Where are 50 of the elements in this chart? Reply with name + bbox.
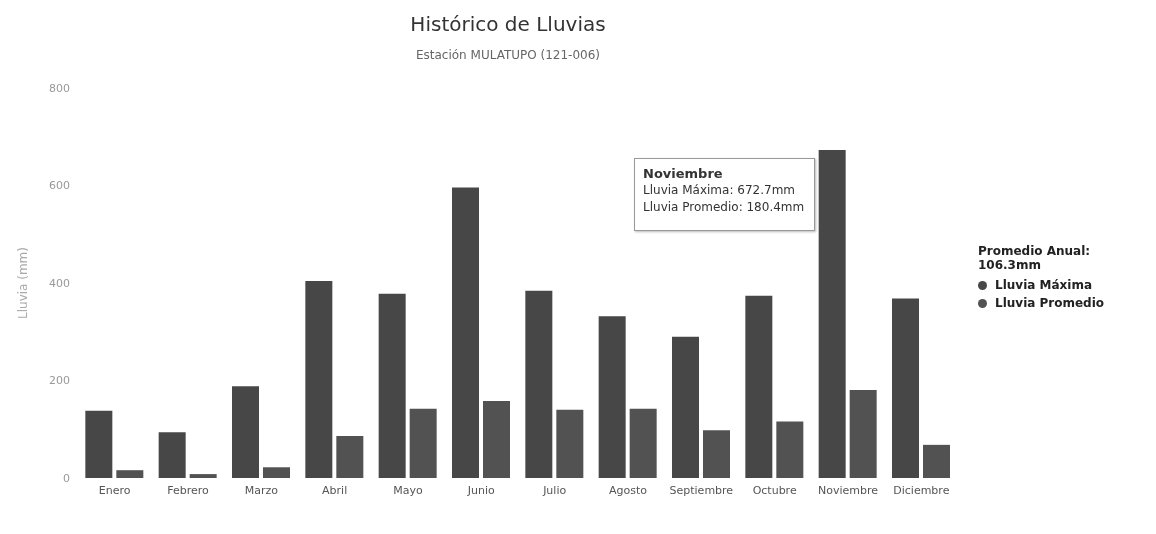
bar <box>776 421 804 478</box>
chart-title: Histórico de Lluvias <box>409 12 607 36</box>
bar <box>232 386 259 478</box>
bar <box>525 290 553 478</box>
y-tick-label: 600 <box>49 179 70 193</box>
bar <box>849 390 877 478</box>
bar <box>556 409 584 478</box>
y-tick-label: 200 <box>49 374 70 388</box>
bar <box>483 400 510 478</box>
x-tick-label: Febrero <box>167 483 210 497</box>
bar <box>672 336 699 478</box>
x-tick-label: Octubre <box>752 483 797 497</box>
bar <box>409 408 437 478</box>
legend-title: Promedio Anual: 106.3mm <box>978 244 1092 272</box>
bar <box>116 470 144 478</box>
x-tick-label: Mayo <box>393 483 423 497</box>
x-tick-label: Septiembre <box>669 483 734 497</box>
bar <box>629 408 657 478</box>
x-tick-label: Marzo <box>244 483 279 497</box>
y-tick-label: 400 <box>49 276 70 290</box>
bar <box>745 295 773 478</box>
x-tick-label: Abril <box>322 483 348 497</box>
bar <box>818 150 846 478</box>
bar <box>892 298 919 478</box>
bar <box>85 410 113 478</box>
x-tick-label: Junio <box>466 483 496 497</box>
annotation: Lluvia Máxima: 672.7mm <box>643 182 796 199</box>
x-tick-label: Noviembre <box>817 483 879 497</box>
legend-label: Lluvia Promedio <box>994 296 1106 310</box>
x-tick-label: Diciembre <box>893 483 950 497</box>
bar <box>703 430 730 478</box>
bar <box>378 293 406 478</box>
bar <box>336 436 364 478</box>
annotation: Noviembre <box>643 165 724 182</box>
x-tick-label: Agosto <box>608 483 648 497</box>
annotation: Lluvia Promedio: 180.4mm <box>643 199 805 216</box>
bar <box>598 316 626 478</box>
bar <box>452 187 479 478</box>
bar <box>189 474 217 478</box>
bar <box>923 444 950 478</box>
x-tick-label: Enero <box>98 483 131 497</box>
chart-subtitle: Estación MULATUPO (121-006) <box>414 48 602 62</box>
x-tick-label: Julio <box>542 483 567 497</box>
y-tick-label: 800 <box>49 81 70 95</box>
bar <box>263 467 290 478</box>
bar <box>305 281 333 478</box>
legend-label: Lluvia Máxima <box>994 278 1093 292</box>
y-tick-label: 0 <box>63 471 70 485</box>
bar <box>158 432 186 478</box>
y-axis-title: Lluvia (mm) <box>16 247 31 319</box>
